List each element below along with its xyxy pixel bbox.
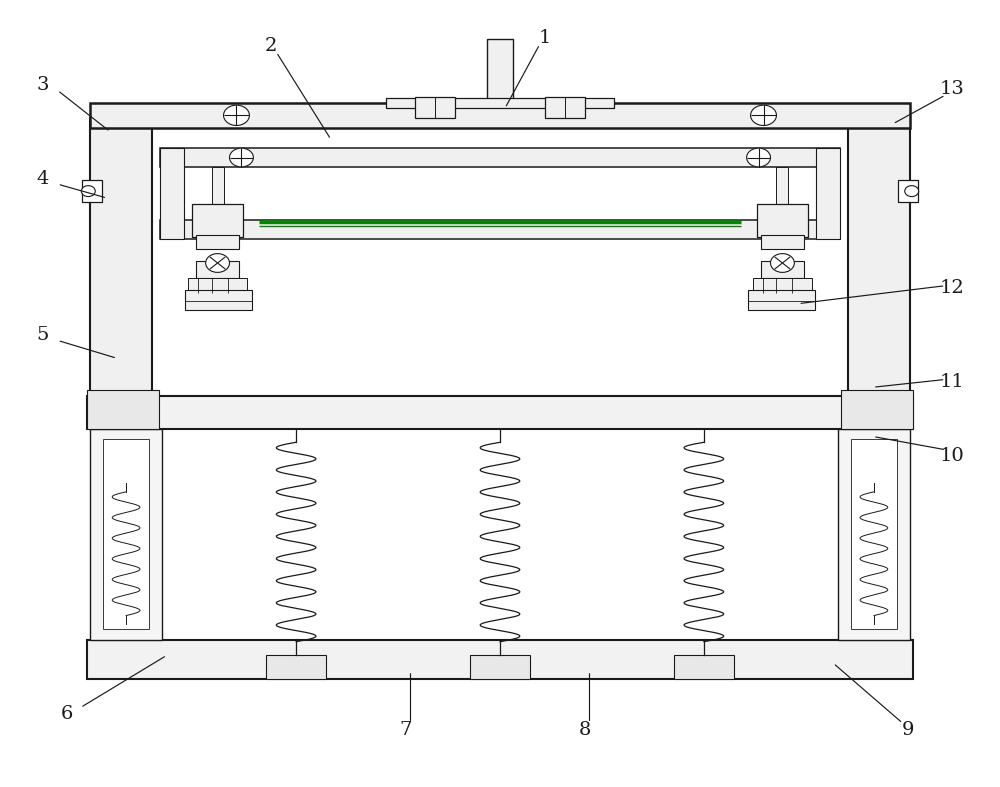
Circle shape [224,105,249,125]
Bar [185,290,252,310]
Bar [841,390,913,429]
Bar [212,167,224,220]
Bar [160,148,184,238]
Bar [776,167,788,220]
Text: 11: 11 [940,373,965,391]
Bar [838,429,910,640]
Text: 4: 4 [36,170,49,187]
Bar [196,235,239,249]
Circle shape [81,186,95,197]
Bar [753,278,812,294]
Text: 1: 1 [539,29,551,47]
Text: 10: 10 [940,447,965,465]
Text: 2: 2 [265,37,277,55]
Text: 7: 7 [399,721,412,738]
Circle shape [905,186,919,197]
Text: 5: 5 [36,326,49,344]
Bar [266,656,326,678]
Bar [898,180,918,202]
Circle shape [747,148,770,167]
Bar [757,205,808,237]
Bar [87,396,913,429]
Text: 9: 9 [901,721,914,738]
Circle shape [751,105,776,125]
Circle shape [770,253,794,272]
Bar [674,656,734,678]
Bar [87,390,159,429]
Bar [160,220,840,238]
Bar [192,205,243,237]
Bar [196,260,239,278]
Bar [188,278,247,294]
Bar [470,656,530,678]
Bar [816,148,840,238]
Bar [487,39,513,103]
Bar [90,429,162,640]
Bar [545,98,585,118]
Text: 3: 3 [36,76,49,94]
Bar [82,180,102,202]
Bar [103,439,149,630]
Bar [761,260,804,278]
Bar [415,98,455,118]
Bar [160,148,840,167]
Bar [748,290,815,310]
Circle shape [230,148,253,167]
Bar [851,439,897,630]
Bar [848,118,910,396]
Bar [386,98,614,109]
Bar [90,118,152,396]
Text: 12: 12 [940,279,965,297]
Text: 8: 8 [578,721,591,738]
Circle shape [206,253,230,272]
Bar [761,235,804,249]
Text: 13: 13 [940,79,965,98]
Bar [90,103,910,127]
Text: 6: 6 [61,705,74,723]
Bar [87,640,913,678]
